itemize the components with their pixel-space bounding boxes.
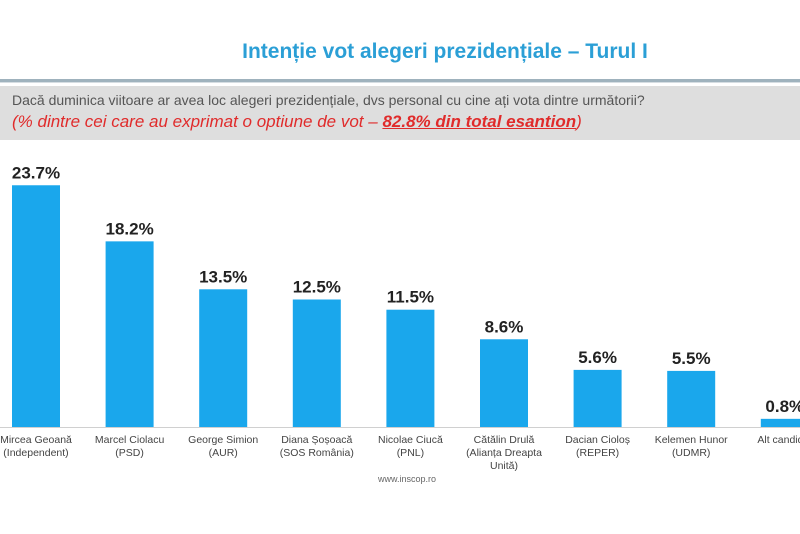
subtitle-suffix: ) [576,112,582,131]
category-label: (PSD) [115,447,144,459]
data-label: 5.6% [578,348,617,367]
bar [573,369,622,427]
bar [105,241,154,427]
bar [760,418,800,427]
chart-title: Intenție vot alegeri prezidențiale – Tur… [242,40,648,63]
data-label: 12.5% [293,278,341,297]
category-label: Alt candidat [757,434,800,446]
bar [667,370,716,427]
category-label: (REPER) [576,447,619,459]
question-text: Dacă duminica viitoare ar avea loc alege… [12,92,645,108]
subtitle-prefix: (% dintre cei care au exprimat o optiune… [12,112,383,131]
bar [292,299,341,427]
category-label: Marcel Ciolacu [95,434,165,446]
data-label: 5.5% [672,349,711,368]
category-label: (SOS România) [280,447,354,459]
bar [480,339,528,427]
subtitle-emphasis: 82.8% din total esantion [382,112,577,131]
category-label: (Independent) [3,447,68,459]
data-label: 8.6% [485,317,524,336]
subtitle: (% dintre cei care au exprimat o optiune… [12,112,582,132]
bar [199,289,248,427]
data-label: 11.5% [387,288,434,307]
data-label: 13.5% [199,267,247,286]
category-label: (Alianța Dreapta [466,447,542,459]
category-label: Mircea Geoană [0,434,72,446]
title-divider [0,79,800,83]
data-label: 18.2% [105,219,153,238]
category-label: (UDMR) [672,447,711,459]
question-box: Dacă duminica viitoare ar avea loc alege… [0,86,800,140]
category-label: Unită) [490,460,518,472]
category-label: (AUR) [209,447,238,459]
category-label: Dacian Cioloș [565,434,630,446]
category-label: Diana Șoșoacă [281,434,352,446]
category-label: George Simion [188,434,258,446]
category-label: (PNL) [397,447,424,459]
category-label: Cătălin Drulă [474,434,535,446]
category-label: Nicolae Ciucă [378,434,443,446]
bar [12,185,60,427]
source-label: www.inscop.ro [378,474,437,484]
category-label: Kelemen Hunor [655,434,728,446]
bar [386,309,435,427]
data-label: 23.7% [12,163,60,182]
data-label: 0.8% [765,397,800,416]
